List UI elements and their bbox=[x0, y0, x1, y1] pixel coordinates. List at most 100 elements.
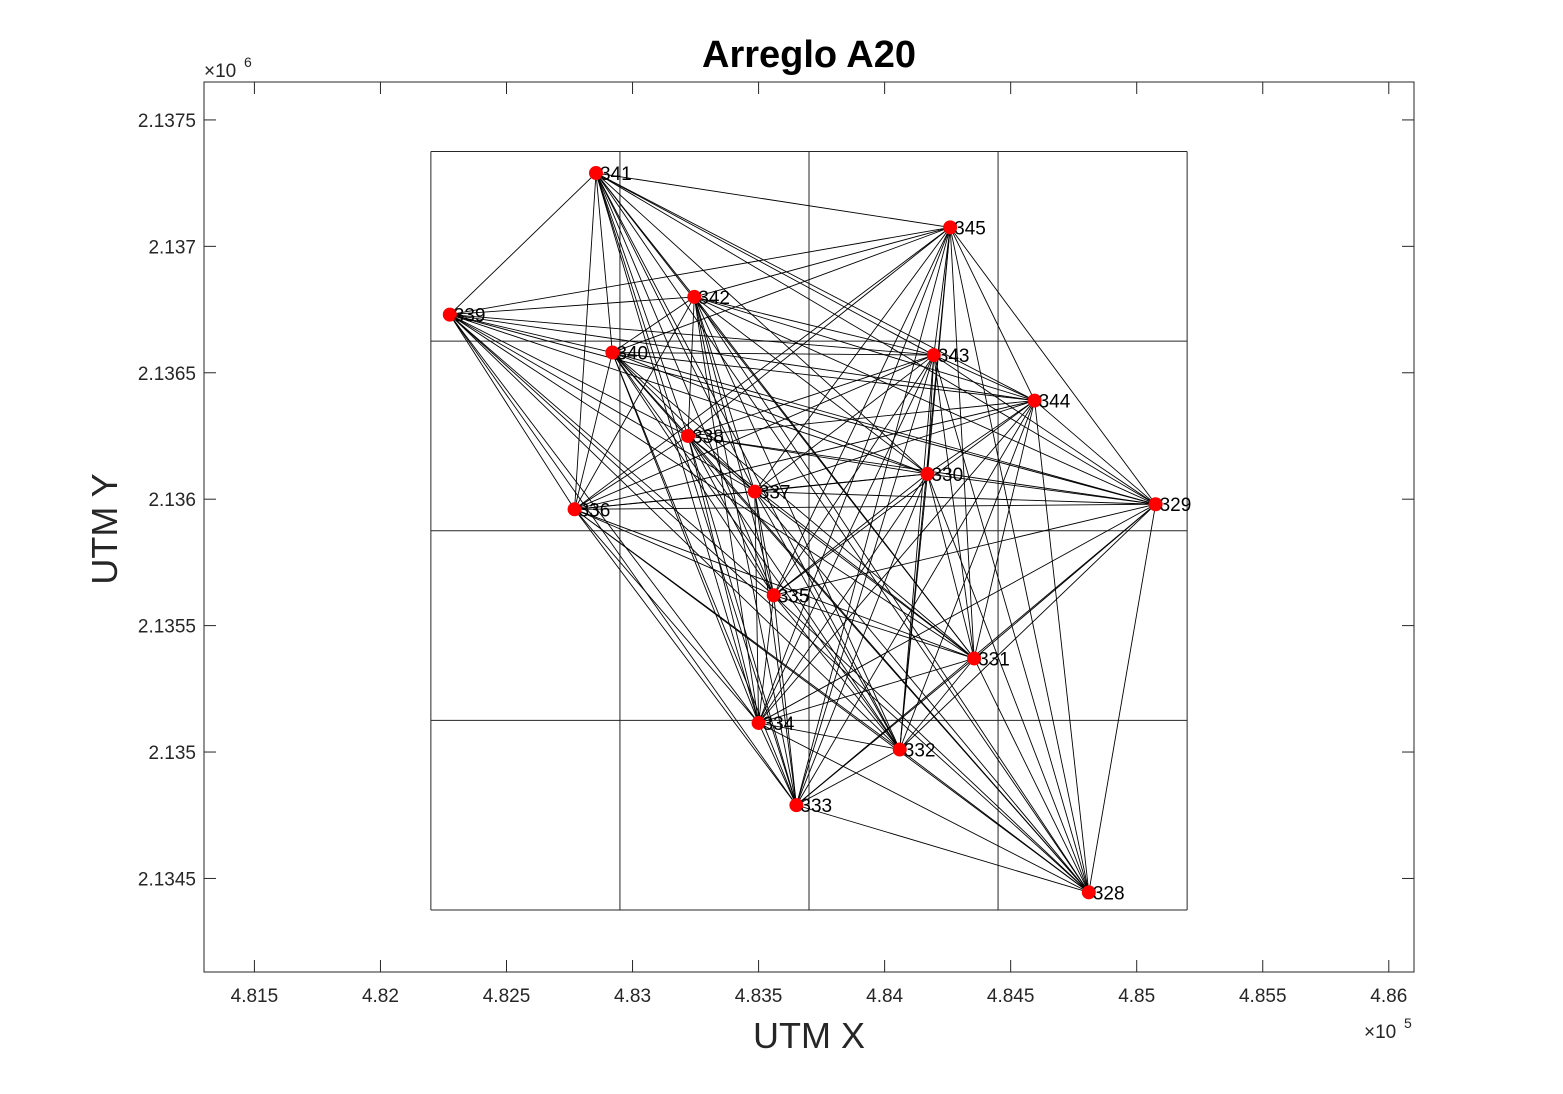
x-tick-label: 4.82 bbox=[362, 986, 399, 1007]
connection-line bbox=[574, 508, 901, 750]
connection-line bbox=[754, 491, 975, 659]
station-marker bbox=[687, 289, 702, 304]
connection-line bbox=[449, 296, 695, 316]
connection-line bbox=[574, 508, 975, 659]
connection-line bbox=[574, 400, 1035, 510]
chart-title: Arreglo A20 bbox=[702, 34, 916, 76]
connection-line bbox=[754, 491, 901, 750]
station-label: 342 bbox=[698, 288, 730, 309]
connection-line bbox=[795, 473, 928, 806]
y-exponent-base: ×10 bbox=[204, 61, 236, 82]
connection-line bbox=[899, 658, 975, 750]
connection-line bbox=[899, 227, 951, 750]
x-tick-label: 4.845 bbox=[987, 986, 1035, 1007]
connection-line bbox=[687, 296, 695, 436]
connection-line bbox=[574, 352, 613, 510]
station-label: 338 bbox=[692, 427, 724, 448]
station-label: 329 bbox=[1160, 495, 1192, 516]
station-marker bbox=[588, 166, 603, 181]
connection-line bbox=[754, 491, 760, 723]
connection-line bbox=[449, 314, 1035, 402]
x-tick-label: 4.85 bbox=[1118, 986, 1155, 1007]
station-points: 328 329 330 331 332 333 334 335 336 337 338 339 340 3… bbox=[442, 164, 1192, 904]
station-label: 340 bbox=[616, 344, 648, 365]
connection-line bbox=[754, 227, 951, 492]
station-marker bbox=[442, 307, 457, 322]
station-label: 345 bbox=[954, 218, 986, 239]
y-tick-label: 2.135 bbox=[148, 743, 196, 764]
connection-line bbox=[758, 400, 1035, 724]
connection-line bbox=[611, 352, 797, 806]
connection-line bbox=[574, 509, 797, 806]
connection-line bbox=[574, 491, 755, 510]
connection-line bbox=[595, 172, 928, 475]
connection-line bbox=[773, 400, 1035, 596]
connection-line bbox=[754, 491, 775, 596]
station-marker bbox=[751, 715, 766, 730]
y-tick-label: 2.136 bbox=[148, 490, 196, 511]
connection-line bbox=[949, 227, 1090, 893]
station-label: 337 bbox=[759, 483, 791, 504]
x-exponent-power: 5 bbox=[1404, 1015, 1412, 1031]
connection-line bbox=[449, 314, 775, 596]
x-exponent-base: ×10 bbox=[1364, 1022, 1396, 1043]
connection-line bbox=[796, 400, 1036, 806]
connection-line bbox=[595, 172, 934, 356]
connection-line bbox=[758, 227, 951, 724]
connection-line bbox=[449, 226, 951, 316]
station-marker bbox=[1148, 497, 1163, 512]
connection-line bbox=[754, 400, 1035, 493]
connection-line bbox=[612, 352, 1156, 505]
connection-line bbox=[687, 400, 1035, 437]
station-marker bbox=[943, 220, 958, 235]
axis-ticks: 4.815 4.82 4.825 4.83 4.835 4.84 4.845 4.85 4.85… bbox=[138, 82, 1414, 1007]
connection-line bbox=[595, 172, 1156, 505]
connection-line bbox=[449, 314, 901, 750]
connection-line bbox=[1088, 504, 1157, 893]
connection-line bbox=[899, 503, 1156, 750]
connection-line bbox=[449, 314, 1156, 505]
connection-line bbox=[574, 435, 689, 510]
y-tick-label: 2.1365 bbox=[138, 364, 196, 385]
connection-line bbox=[1034, 400, 1090, 893]
x-tick-label: 4.84 bbox=[866, 986, 903, 1007]
station-marker bbox=[681, 428, 695, 443]
station-marker bbox=[605, 345, 620, 360]
connection-line bbox=[595, 172, 695, 298]
station-marker bbox=[766, 588, 781, 603]
connection-line bbox=[693, 296, 760, 724]
connection-line bbox=[754, 491, 797, 806]
connection-line bbox=[773, 503, 1156, 596]
y-exponent-power: 6 bbox=[244, 54, 252, 70]
connection-line bbox=[927, 473, 1090, 893]
connection-line bbox=[449, 314, 575, 510]
connection-line bbox=[758, 503, 1156, 724]
connection-line bbox=[754, 354, 935, 492]
connection-line bbox=[949, 227, 975, 659]
x-tick-label: 4.835 bbox=[735, 986, 783, 1007]
connection-line bbox=[574, 227, 951, 510]
connection-line bbox=[449, 314, 934, 356]
connection-line bbox=[687, 435, 775, 596]
station-label: 343 bbox=[938, 346, 970, 367]
station-marker bbox=[1027, 393, 1042, 408]
station-label: 336 bbox=[579, 500, 611, 521]
connection-line bbox=[795, 227, 951, 806]
connection-line bbox=[595, 172, 613, 353]
connection-line bbox=[574, 503, 1156, 510]
station-label: 328 bbox=[1093, 883, 1125, 904]
station-label: 335 bbox=[778, 586, 810, 607]
connection-line bbox=[612, 352, 928, 475]
connection-line bbox=[687, 354, 934, 437]
connection-line bbox=[758, 473, 928, 724]
x-tick-label: 4.825 bbox=[483, 986, 531, 1007]
station-marker bbox=[920, 466, 935, 481]
connection-line bbox=[758, 722, 1090, 893]
connection-line bbox=[927, 473, 975, 659]
connection-line bbox=[449, 172, 597, 315]
connection-line bbox=[933, 227, 951, 356]
connection-line bbox=[687, 435, 928, 475]
connection-line bbox=[694, 296, 934, 356]
connection-line bbox=[933, 354, 1156, 505]
